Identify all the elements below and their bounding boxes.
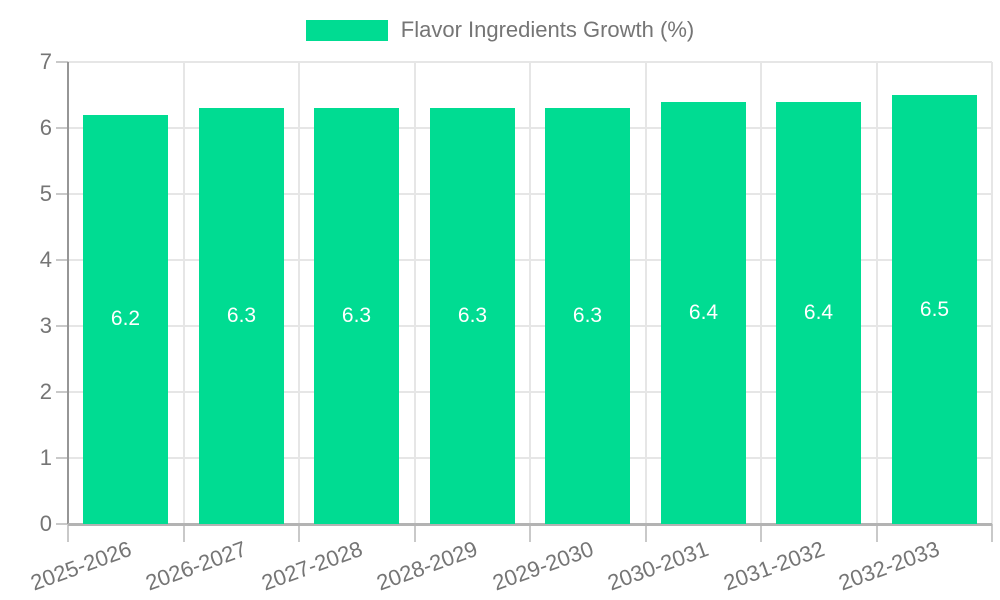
- x-tick-mark: [413, 524, 416, 542]
- bar: 6.4: [776, 101, 861, 524]
- x-tick-label: 2030-2031: [604, 536, 712, 596]
- bar: 6.3: [199, 108, 284, 524]
- y-axis-line: [67, 62, 69, 524]
- x-tick-label: 2027-2028: [257, 536, 366, 596]
- y-tick-mark: [56, 127, 68, 129]
- y-tick-mark: [56, 391, 68, 393]
- y-tick-label: 3: [39, 313, 52, 338]
- y-tick-label: 2: [39, 379, 52, 404]
- x-tick-mark: [760, 524, 762, 542]
- x-tick-mark: [644, 524, 647, 542]
- y-tick-mark: [56, 523, 68, 525]
- gridline-vertical: [991, 62, 993, 524]
- y-tick-mark: [56, 457, 68, 459]
- bar-value-label: 6.2: [110, 307, 141, 331]
- y-tick-label: 7: [39, 49, 52, 74]
- y-tick-mark: [56, 259, 68, 261]
- y-tick-label: 1: [39, 445, 52, 470]
- gridline-vertical: [298, 62, 300, 524]
- gridline-vertical: [529, 62, 531, 524]
- y-tick-mark: [56, 193, 68, 195]
- x-tick-label: 2029-2030: [488, 536, 597, 596]
- bar: 6.4: [661, 101, 746, 524]
- x-tick-label: 2028-2029: [373, 536, 481, 596]
- y-tick-mark: [56, 325, 68, 327]
- x-tick-mark: [875, 524, 878, 542]
- y-tick-label: 0: [39, 511, 52, 536]
- x-tick-label: 2025-2026: [26, 536, 135, 596]
- y-tick-label: 5: [39, 181, 52, 206]
- x-tick-label: 2032-2033: [835, 536, 943, 596]
- x-tick-label: 2031-2032: [719, 536, 828, 596]
- bar: 6.2: [83, 114, 168, 524]
- gridline-vertical: [875, 62, 878, 524]
- bar-value-label: 6.3: [341, 304, 372, 328]
- y-tick-mark: [56, 61, 68, 63]
- x-tick-label: 2026-2027: [142, 536, 250, 596]
- bar-value-label: 6.3: [572, 304, 603, 328]
- x-tick-mark: [298, 524, 300, 542]
- gridline-vertical: [413, 62, 416, 524]
- bar-value-label: 6.5: [919, 297, 950, 321]
- x-tick-mark: [67, 524, 69, 542]
- gridline-vertical: [644, 62, 647, 524]
- bar-value-label: 6.4: [803, 300, 834, 324]
- bar: 6.5: [892, 95, 977, 524]
- y-tick-label: 4: [39, 247, 52, 272]
- bar: 6.3: [545, 108, 630, 524]
- bar-value-label: 6.4: [688, 300, 719, 324]
- x-axis-line: [68, 523, 992, 526]
- legend-swatch: [305, 19, 388, 41]
- gridline-vertical: [760, 62, 762, 524]
- legend-label: Flavor Ingredients Growth (%): [400, 17, 695, 42]
- bar-value-label: 6.3: [457, 304, 488, 328]
- bar-value-label: 6.3: [226, 304, 257, 328]
- y-tick-label: 6: [39, 115, 52, 140]
- bar: 6.3: [314, 108, 399, 524]
- x-tick-mark: [991, 524, 993, 542]
- x-tick-mark: [182, 524, 185, 542]
- x-tick-mark: [529, 524, 531, 542]
- bar: 6.3: [430, 108, 515, 524]
- gridline-vertical: [182, 62, 185, 524]
- legend: Flavor Ingredients Growth (%): [0, 17, 1000, 43]
